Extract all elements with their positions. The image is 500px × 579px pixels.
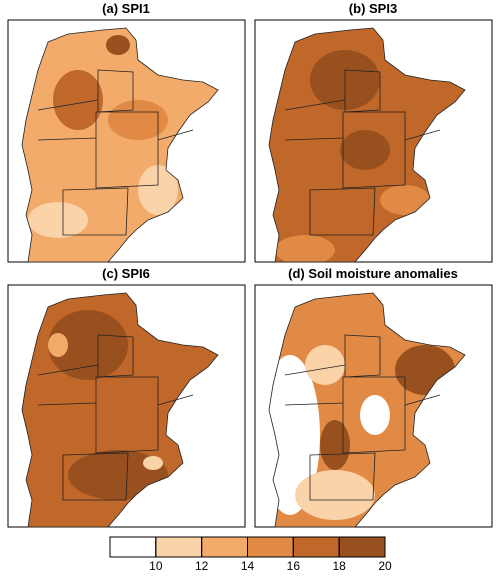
colorbar-tick-label: 20 — [378, 559, 392, 573]
colorbar-segment — [338, 536, 386, 558]
panel-b — [254, 19, 493, 263]
colorbar-segment — [247, 536, 294, 558]
colorbar-tick-label: 14 — [241, 559, 255, 573]
colorbar-tick-label: 10 — [149, 559, 163, 573]
panel-title: (a) SPI1 — [102, 1, 150, 16]
panel-title: (d) Soil moisture anomalies — [288, 266, 458, 281]
colorbar: 10 12 14 16 18 20 — [109, 536, 392, 573]
panel-a — [7, 19, 246, 263]
panel-c — [7, 284, 246, 528]
colorbar-segment — [155, 536, 203, 558]
colorbar-tick-label: 18 — [332, 559, 346, 573]
panel-d — [254, 284, 493, 528]
panel-title: (c) SPI6 — [102, 266, 150, 281]
colorbar-tick-label: 16 — [287, 559, 301, 573]
panel-title: (b) SPI3 — [349, 1, 397, 16]
colorbar-tick-label: 12 — [195, 559, 209, 573]
colorbar-segment — [201, 536, 249, 558]
colorbar-segment — [292, 536, 340, 558]
colorbar-segment — [109, 536, 157, 558]
